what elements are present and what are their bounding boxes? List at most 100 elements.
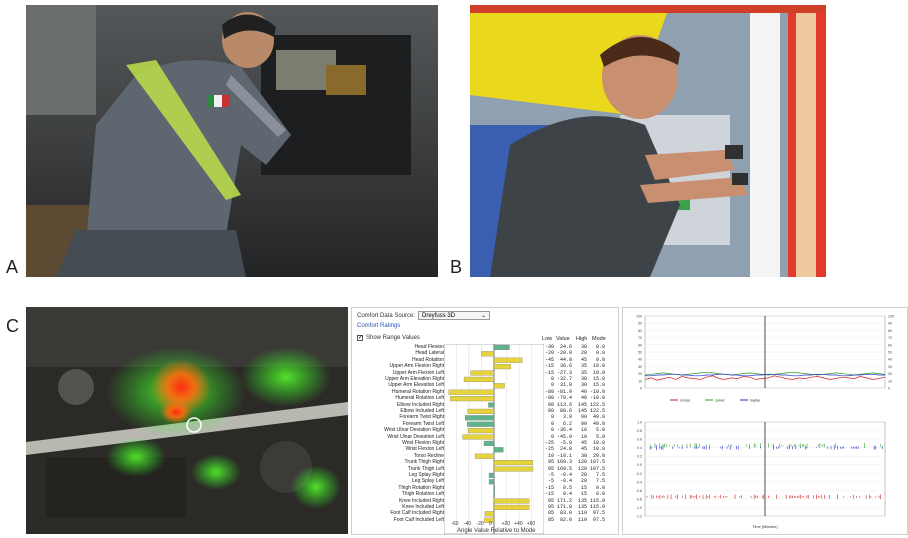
joint-value: -45.0 — [554, 433, 573, 440]
joint-mode: 49.0 — [587, 420, 606, 427]
joint-values: 0 -36.4 10 5.0 — [542, 427, 605, 433]
angle-bar — [493, 447, 504, 453]
show-range-checkbox[interactable]: ✓ — [357, 335, 364, 341]
joint-low: -15 — [542, 491, 555, 498]
angle-bar — [488, 472, 495, 478]
angle-bar — [467, 408, 495, 414]
digital-human-model-render — [470, 5, 826, 277]
angle-tick-label: 0 — [489, 521, 492, 527]
joint-mode: 7.5 — [587, 472, 606, 478]
joint-low: 95 — [542, 465, 555, 472]
joint-low: -30 — [542, 344, 555, 350]
comfort-ratings-link[interactable]: Comfort Ratings — [357, 323, 401, 329]
joint-high: 90 — [572, 414, 588, 421]
joint-label: Wrist Ulnar Deviation Right — [384, 427, 444, 434]
joint-label: Head Lateral — [415, 350, 444, 357]
joint-value: 24.8 — [554, 446, 573, 453]
angle-tick-label: -20 — [476, 521, 484, 527]
angle-bar — [493, 492, 495, 498]
joint-mode: 0.0 — [587, 356, 606, 363]
joint-high: 110 — [572, 510, 588, 517]
time-series-chart-bottom: 1.0 0.8 0.6 0.4 0.2 0.0 -0.2 -0.4 -0.6 -0.8 -1.0 -1… — [636, 421, 886, 529]
y-tick-label: 20 — [638, 372, 642, 376]
angle-bar — [493, 344, 510, 350]
y-tick-label-right: 90 — [888, 322, 892, 326]
angle-bar — [488, 479, 495, 485]
joint-value: 83.0 — [554, 510, 573, 517]
joint-values: 85 83.0 110 97.5 — [542, 510, 605, 516]
angle-axis-label: Angle Value Relative to Mode — [457, 528, 536, 534]
joint-low: -5 — [542, 478, 555, 485]
angle-bar — [481, 351, 495, 357]
angle-bar — [474, 453, 495, 459]
joint-label: Thigh Rotation Left — [401, 491, 444, 498]
joint-mode: 0.0 — [587, 491, 606, 498]
show-range-label: Show Range Values — [366, 335, 420, 341]
joint-high: 135 — [572, 497, 588, 504]
joint-mode: 10.0 — [587, 369, 606, 376]
joint-mode: 15.0 — [587, 382, 606, 389]
joint-low: -80 — [542, 395, 555, 402]
joint-high: 20 — [572, 472, 588, 478]
comfort-assessment-panel: Comfort Data Source: Dreyfuss 3D ⌄ Comfo… — [351, 307, 619, 535]
joint-label: Wrist Flexion Right — [402, 440, 444, 446]
joint-high: 10 — [572, 427, 588, 434]
angle-bar — [488, 402, 495, 408]
y-tick-label-right: 10 — [888, 379, 892, 383]
joint-high: 15 — [572, 491, 588, 498]
joint-mode: 20.0 — [587, 452, 606, 459]
joint-high: 35 — [572, 369, 588, 376]
joint-values: -5 -0.4 20 7.5 — [542, 478, 605, 484]
joint-high: 30 — [572, 344, 588, 350]
joint-value: 0.5 — [554, 484, 573, 491]
joint-mode: 107.5 — [587, 459, 606, 466]
y-tick-label: 1.0 — [637, 421, 642, 425]
joint-mode: 0.0 — [587, 484, 606, 491]
joint-mode: 97.5 — [587, 516, 606, 523]
y-tick-label-right: 0 — [888, 387, 890, 391]
joint-value: -5.9 — [554, 440, 573, 446]
joint-value: -32.7 — [554, 376, 573, 382]
angle-tick-label: +60 — [526, 521, 536, 527]
angle-bar — [493, 357, 523, 363]
column-high: High — [576, 336, 588, 342]
joint-high: 40 — [572, 395, 588, 402]
joint-values: 80 80.6 145 122.5 — [542, 408, 605, 414]
eye-tracking-heatmap — [26, 307, 348, 534]
data-source-select[interactable]: Dreyfuss 3D ⌄ — [418, 311, 490, 320]
angle-tick-label: +40 — [514, 521, 523, 527]
angle-bar — [493, 498, 530, 504]
joint-label: Upper Arm Flexion Left — [392, 369, 444, 376]
joint-value: 36.6 — [554, 363, 573, 370]
joint-high: 145 — [572, 401, 588, 408]
joint-values: 95 169.3 120 107.5 — [542, 459, 605, 465]
joint-value: 31.8 — [554, 382, 573, 389]
joint-low: -5 — [542, 472, 555, 478]
joint-values: -25 24.8 45 10.0 — [542, 446, 605, 452]
joint-high: 45 — [572, 446, 588, 453]
joint-low: 10 — [542, 452, 555, 459]
joint-value: 44.9 — [554, 356, 573, 363]
joint-mode: 10.0 — [587, 446, 606, 453]
joint-values: -45 44.9 45 0.0 — [542, 357, 605, 363]
joint-mode: 10.0 — [587, 440, 606, 446]
joint-values: 0 -32.7 30 15.0 — [542, 376, 605, 382]
angle-tick-label: +20 — [501, 521, 511, 527]
joint-low: 0 — [542, 427, 555, 434]
joint-label: Leg Splay Left — [412, 478, 444, 485]
joint-label: Elbow Included Left — [400, 408, 444, 414]
y-tick-label: 50 — [638, 351, 642, 355]
joint-value: -36.4 — [554, 427, 573, 434]
photo-worker-factory — [26, 5, 438, 277]
angle-bar — [493, 504, 530, 510]
joint-low: -45 — [542, 356, 555, 363]
data-source-value: Dreyfuss 3D — [422, 313, 456, 319]
y-tick-label: 0 — [640, 387, 642, 391]
joint-values: 0 -45.0 10 5.0 — [542, 434, 605, 440]
joint-values: 95 169.5 120 107.5 — [542, 466, 605, 472]
joint-value: -20.0 — [554, 350, 573, 357]
joint-value: 171.0 — [554, 504, 573, 510]
joint-values: 0 3.0 90 49.0 — [542, 414, 605, 420]
y-tick-label: 0.8 — [637, 429, 642, 433]
joint-high: 10 — [572, 433, 588, 440]
